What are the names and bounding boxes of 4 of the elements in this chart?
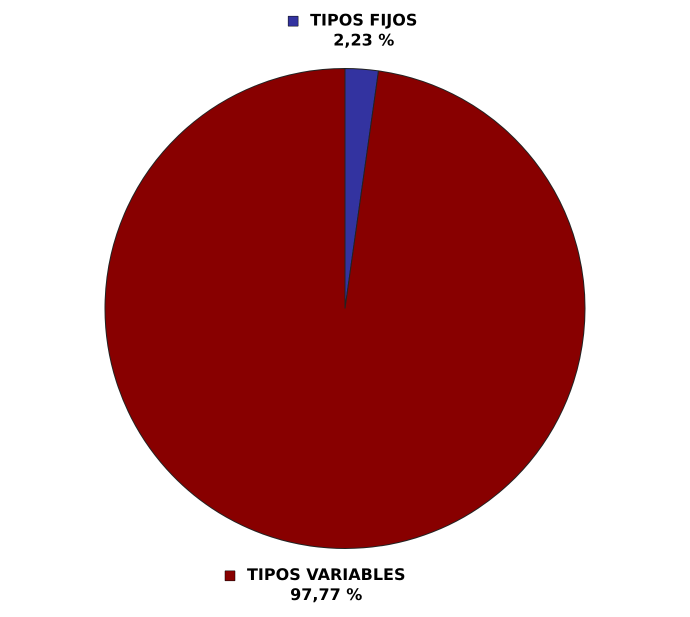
legend-label: TIPOS FIJOS [310,10,418,30]
legend-label: TIPOS VARIABLES [247,565,406,584]
data-label: 97,77 % [290,585,362,604]
data-label: 2,23 % [333,30,394,50]
